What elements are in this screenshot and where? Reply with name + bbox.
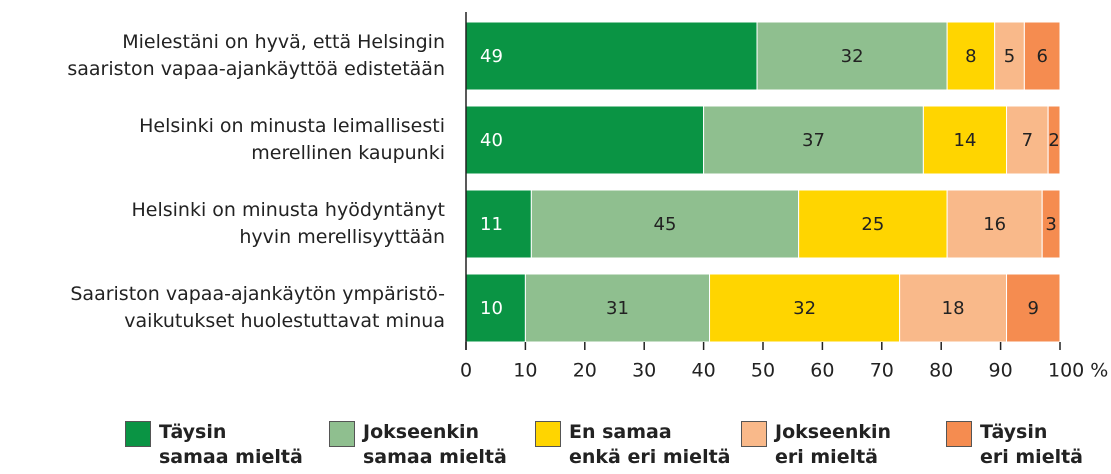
data-label: 25: [861, 214, 884, 235]
bar-segment: [946, 21, 996, 91]
category-label: Helsinki on minusta leimallisesti merell…: [139, 115, 445, 164]
x-tick-label: 50: [751, 360, 775, 382]
data-label: 5: [1004, 46, 1015, 67]
bar-segment: [465, 273, 526, 343]
bar-segment: [1047, 105, 1061, 175]
data-label: 6: [1036, 46, 1047, 67]
legend-swatch: [329, 421, 355, 447]
x-tick-label: 60: [810, 360, 834, 382]
bar-segment: [798, 189, 948, 259]
bar-segment: [946, 189, 1043, 259]
bar-segment: [1006, 273, 1061, 343]
bar-segment: [922, 105, 1008, 175]
legend-label: En samaa enkä eri mieltä: [569, 421, 731, 468]
data-label: 45: [654, 214, 677, 235]
legend-label: Jokseenkin samaa mieltä: [363, 421, 507, 468]
legend-label: Täysin samaa mieltä: [159, 421, 303, 468]
x-tick-label: 80: [929, 360, 953, 382]
data-label: 31: [606, 298, 629, 319]
bar-segment: [1023, 21, 1061, 91]
x-tick-label: 20: [573, 360, 597, 382]
data-label: 18: [942, 298, 965, 319]
bar-segment: [703, 105, 924, 175]
bar-segment: [756, 21, 948, 91]
data-label: 32: [793, 298, 816, 319]
bar-segment: [465, 189, 532, 259]
data-label: 10: [480, 298, 503, 319]
x-tick-label: 100 %: [1048, 360, 1108, 382]
legend-label: Täysin eri mieltä: [980, 421, 1083, 468]
legend-swatch: [741, 421, 767, 447]
bar-segment: [899, 273, 1008, 343]
data-label: 9: [1028, 298, 1039, 319]
data-label: 32: [841, 46, 864, 67]
bar-segment: [465, 105, 705, 175]
data-label: 2: [1048, 130, 1059, 151]
data-label: 11: [480, 214, 503, 235]
category-label: Mielestäni on hyvä, että Helsingin saari…: [67, 31, 445, 80]
category-label: Helsinki on minusta hyödyntänyt hyvin me…: [131, 199, 446, 248]
x-tick-label: 40: [692, 360, 716, 382]
data-label: 8: [965, 46, 976, 67]
legend-label: Jokseenkin eri mieltä: [775, 421, 892, 468]
legend-swatch: [535, 421, 561, 447]
bar-segment: [1041, 189, 1061, 259]
x-tick-label: 70: [870, 360, 894, 382]
data-label: 3: [1045, 214, 1056, 235]
data-label: 40: [480, 130, 503, 151]
bar-segment: [465, 21, 758, 91]
data-label: 14: [954, 130, 977, 151]
bar-segment: [709, 273, 901, 343]
data-label: 37: [802, 130, 825, 151]
x-tick-label: 30: [632, 360, 656, 382]
category-label: Saariston vapaa-ajankäytön ympäristö- va…: [70, 283, 445, 332]
x-tick-label: 0: [460, 360, 472, 382]
x-tick-label: 10: [513, 360, 537, 382]
data-label: 49: [480, 46, 503, 67]
x-tick-label: 90: [989, 360, 1013, 382]
legend-swatch: [946, 421, 972, 447]
data-label: 7: [1022, 130, 1033, 151]
legend-swatch: [125, 421, 151, 447]
data-label: 16: [983, 214, 1006, 235]
